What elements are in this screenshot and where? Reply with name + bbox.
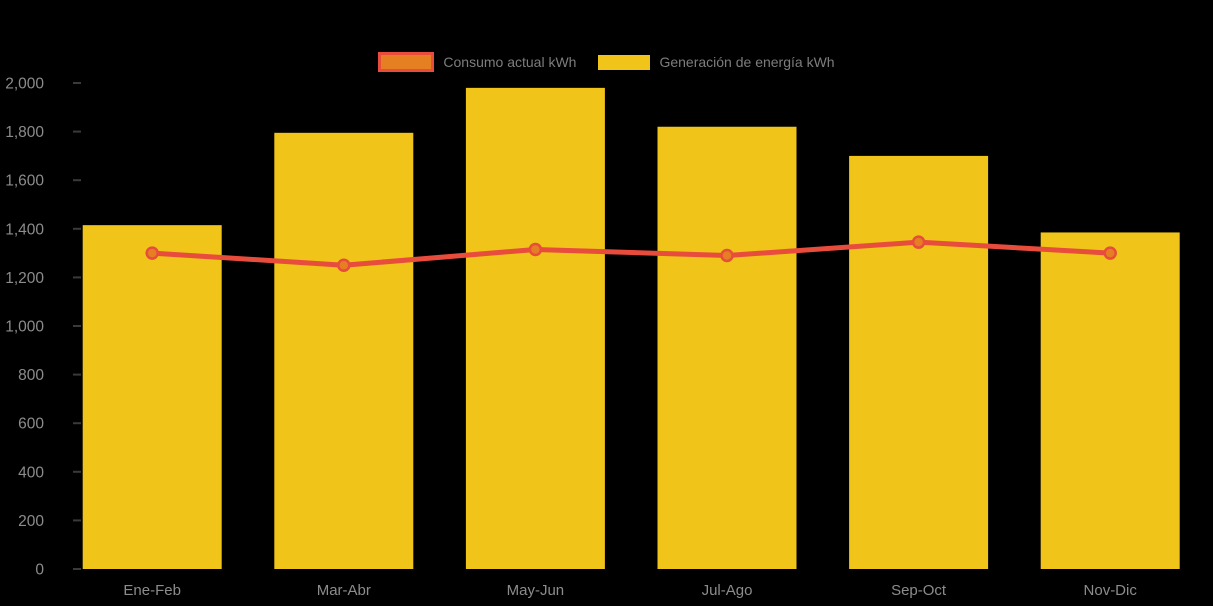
y-axis-label: 0 (35, 562, 44, 579)
line-marker-Mar-Abr (337, 258, 351, 272)
bar-Sep-Oct (849, 155, 989, 569)
consumo-line (149, 239, 1113, 268)
y-axis-label: 800 (18, 367, 44, 384)
y-axis-label: 2,000 (5, 76, 44, 93)
bar-Jul-Ago (657, 126, 797, 570)
line-marker-Jul-Ago (720, 248, 734, 263)
bar-Ene-Feb (82, 225, 222, 569)
chart-legend: Consumo actual kWh Generación de energía… (0, 50, 1213, 74)
legend-item-consumo-actual[interactable]: Consumo actual kWh (378, 52, 576, 72)
x-axis-label-Nov-Dic: Nov-Dic (1084, 582, 1138, 599)
legend-swatch-generacion-icon (598, 54, 651, 70)
x-axis-label-Ene-Feb: Ene-Feb (123, 582, 181, 599)
line-marker-Sep-Oct (911, 235, 926, 249)
x-axis-label-Sep-Oct: Sep-Oct (891, 582, 947, 599)
x-axis-label-Mar-Abr: Mar-Abr (317, 582, 371, 599)
x-axis-label-Jul-Ago: Jul-Ago (702, 582, 753, 599)
y-axis-label: 600 (18, 416, 44, 433)
y-axis-label: 1,400 (5, 221, 44, 238)
x-axis-label-May-Jun: May-Jun (507, 582, 565, 599)
bar-Mar-Abr (274, 132, 414, 569)
line-marker-May-Jun (528, 242, 543, 257)
y-axis-label: 1,800 (5, 124, 44, 141)
line-marker-Ene-Feb (145, 246, 159, 260)
bar-May-Jun (465, 87, 605, 570)
legend-label-generacion: Generación de energía kWh (659, 54, 835, 70)
legend-label-consumo: Consumo actual kWh (443, 54, 577, 70)
y-axis-label: 1,600 (5, 173, 44, 190)
y-axis-label: 200 (18, 513, 44, 530)
y-axis-label: 400 (18, 464, 44, 481)
y-axis-label: 1,000 (5, 319, 44, 336)
y-axis-label: 1,200 (5, 270, 44, 287)
legend-swatch-consumo-icon (378, 52, 435, 72)
line-marker-Nov-Dic (1103, 246, 1117, 260)
bar-Nov-Dic (1040, 232, 1180, 569)
legend-item-generacion-energia[interactable]: Generación de energía kWh (598, 54, 835, 70)
